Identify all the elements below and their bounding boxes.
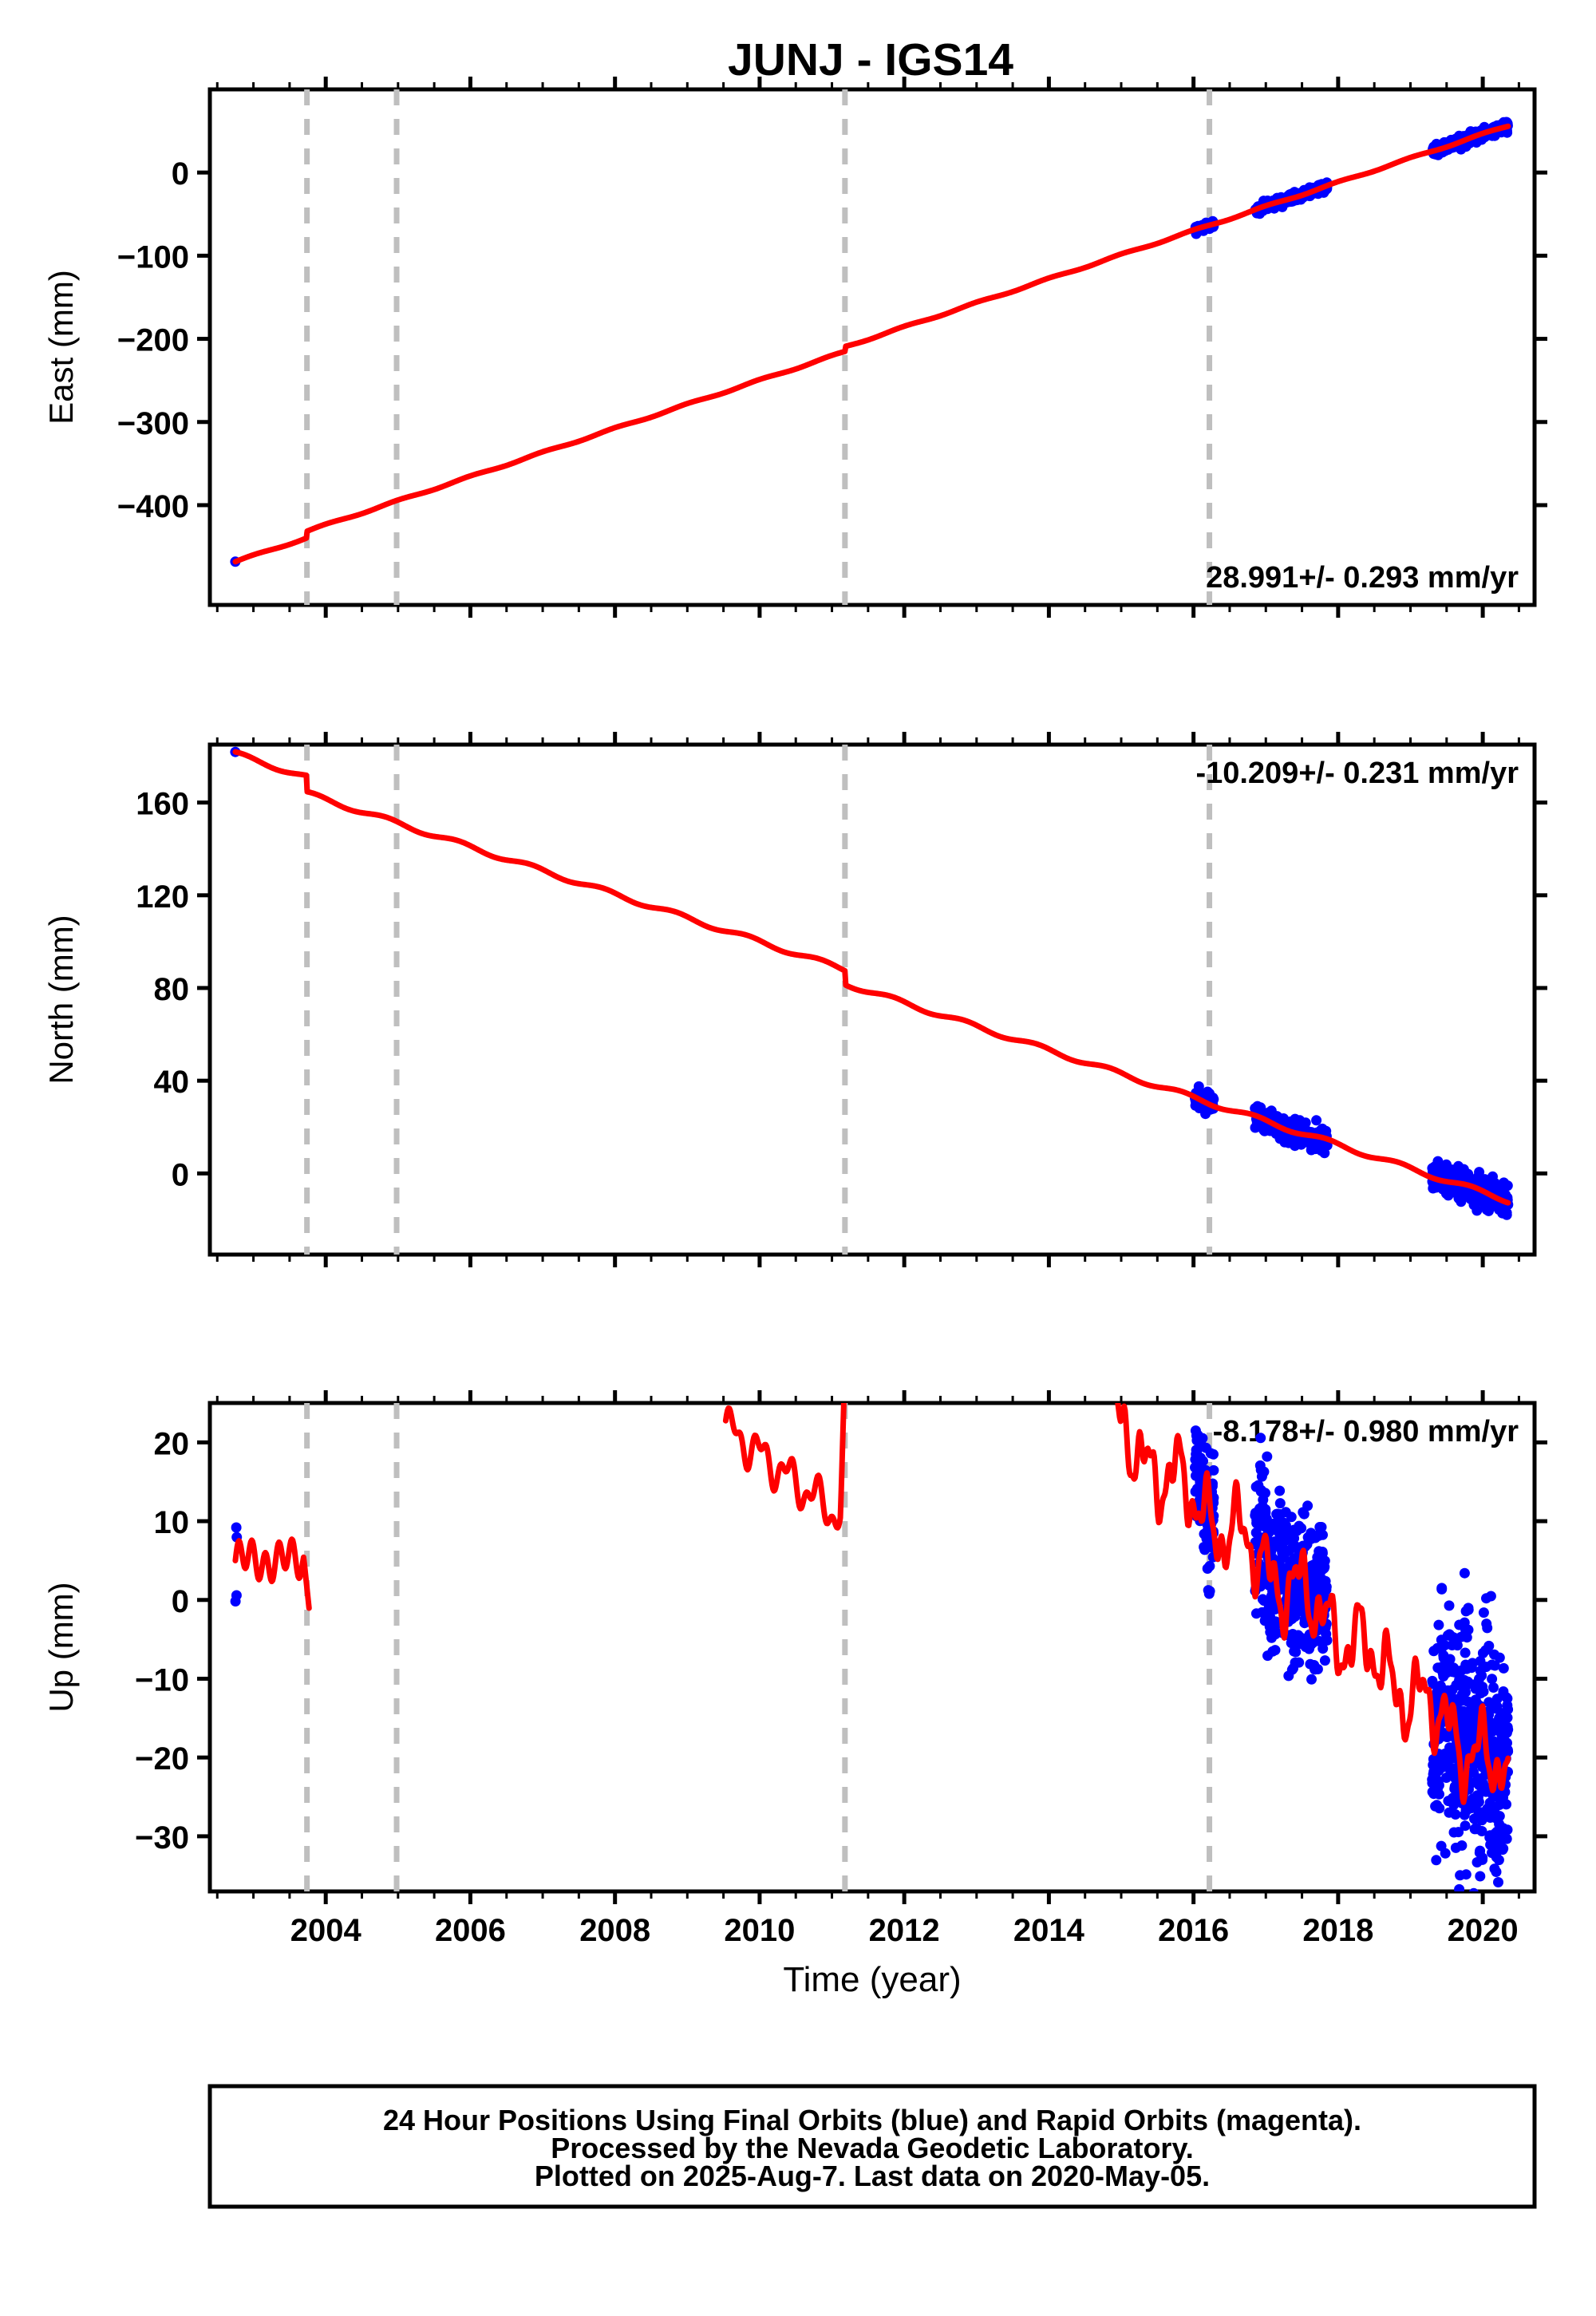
svg-text:2004: 2004 xyxy=(290,1913,362,1948)
svg-text:East (mm): East (mm) xyxy=(42,270,80,425)
svg-text:−10: −10 xyxy=(135,1662,189,1697)
svg-text:−300: −300 xyxy=(117,406,189,441)
svg-text:0: 0 xyxy=(172,156,189,192)
svg-text:2014: 2014 xyxy=(1013,1913,1085,1948)
svg-text:2020: 2020 xyxy=(1448,1913,1519,1948)
svg-text:20: 20 xyxy=(154,1426,190,1461)
svg-text:North (mm): North (mm) xyxy=(42,915,80,1084)
svg-text:28.991+/- 0.293 mm/yr: 28.991+/- 0.293 mm/yr xyxy=(1206,561,1519,595)
svg-text:Time (year): Time (year) xyxy=(783,1960,961,1999)
svg-text:2008: 2008 xyxy=(579,1913,650,1948)
svg-text:-10.209+/- 0.231 mm/yr: -10.209+/- 0.231 mm/yr xyxy=(1195,757,1519,790)
svg-text:-8.178+/- 0.980 mm/yr: -8.178+/- 0.980 mm/yr xyxy=(1213,1415,1519,1448)
svg-text:120: 120 xyxy=(136,879,189,915)
svg-text:JUNJ - IGS14: JUNJ - IGS14 xyxy=(728,34,1013,85)
svg-text:−30: −30 xyxy=(135,1820,189,1856)
svg-text:−200: −200 xyxy=(117,323,189,358)
svg-text:−100: −100 xyxy=(117,239,189,275)
svg-text:10: 10 xyxy=(154,1505,190,1540)
svg-text:0: 0 xyxy=(172,1157,189,1192)
svg-text:2018: 2018 xyxy=(1302,1913,1373,1948)
svg-text:−400: −400 xyxy=(117,489,189,524)
svg-text:0: 0 xyxy=(172,1584,189,1619)
svg-text:2012: 2012 xyxy=(869,1913,940,1948)
svg-text:40: 40 xyxy=(154,1065,190,1100)
svg-text:160: 160 xyxy=(136,787,189,822)
svg-text:Plotted on 2025-Aug-7. Last da: Plotted on 2025-Aug-7. Last data on 2020… xyxy=(535,2160,1210,2192)
svg-text:2006: 2006 xyxy=(435,1913,506,1948)
svg-text:80: 80 xyxy=(154,972,190,1007)
svg-text:Up (mm): Up (mm) xyxy=(42,1582,80,1712)
svg-text:−20: −20 xyxy=(135,1741,189,1777)
svg-text:2010: 2010 xyxy=(724,1913,795,1948)
svg-text:2016: 2016 xyxy=(1158,1913,1229,1948)
